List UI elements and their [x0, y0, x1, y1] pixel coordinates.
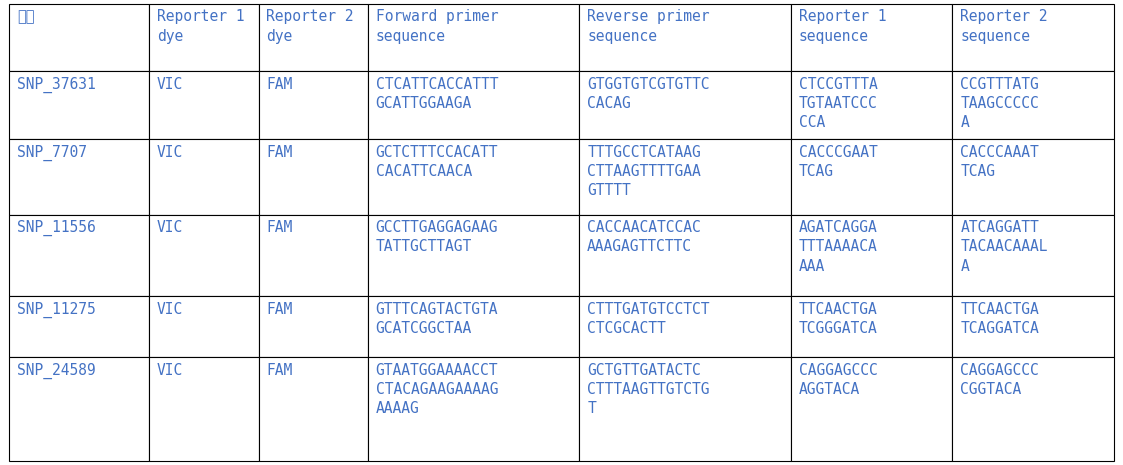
Bar [791, 215, 952, 296]
Bar [149, 72, 258, 139]
Bar [258, 72, 368, 139]
Bar [579, 139, 791, 215]
Bar [579, 296, 791, 357]
Bar [579, 72, 791, 139]
Text: FAM: FAM [266, 363, 293, 378]
Text: GCCTTGAGGAGAAG
TATTGCTTAGT: GCCTTGAGGAGAAG TATTGCTTAGT [376, 220, 499, 254]
Bar [791, 4, 952, 72]
Bar [791, 357, 952, 461]
Text: Reporter 1
dye: Reporter 1 dye [157, 9, 245, 44]
Bar [9, 215, 149, 296]
Text: CCGTTTATG
TAAGCCCCC
A: CCGTTTATG TAAGCCCCC A [960, 77, 1039, 130]
Bar [952, 72, 1114, 139]
Text: FAM: FAM [266, 77, 293, 92]
Bar [258, 139, 368, 215]
Bar [9, 357, 149, 461]
Text: TTTGCCTCATAAG
CTTAAGTTTTGAA
GTTTT: TTTGCCTCATAAG CTTAAGTTTTGAA GTTTT [587, 145, 701, 198]
Bar [258, 4, 368, 72]
Bar [258, 296, 368, 357]
Text: SNP_7707: SNP_7707 [17, 145, 86, 161]
Text: 마커: 마커 [17, 9, 35, 24]
Bar [952, 215, 1114, 296]
Text: VIC: VIC [157, 145, 183, 160]
Text: CACCAACATCCAC
AAAGAGTTCTTC: CACCAACATCCAC AAAGAGTTCTTC [587, 220, 701, 254]
Text: Reporter 2
sequence: Reporter 2 sequence [960, 9, 1048, 44]
Text: SNP_11275: SNP_11275 [17, 302, 95, 318]
Bar [9, 139, 149, 215]
Text: TTCAACTGA
TCAGGATCA: TTCAACTGA TCAGGATCA [960, 302, 1039, 336]
Bar [9, 4, 149, 72]
Bar [579, 357, 791, 461]
Bar [791, 72, 952, 139]
Text: VIC: VIC [157, 220, 183, 235]
Bar [149, 296, 258, 357]
Bar [579, 4, 791, 72]
Text: FAM: FAM [266, 220, 293, 235]
Text: CAGGAGCCC
AGGTACA: CAGGAGCCC AGGTACA [798, 363, 877, 397]
Text: GTAATGGAAAACCT
CTACAGAAGAAAAG
AAAAG: GTAATGGAAAACCT CTACAGAAGAAAAG AAAAG [376, 363, 499, 416]
Text: TTCAACTGA
TCGGGATCA: TTCAACTGA TCGGGATCA [798, 302, 877, 336]
Bar [368, 4, 579, 72]
Text: VIC: VIC [157, 302, 183, 317]
Text: GCTCTTTCCACATT
CACATTCAACA: GCTCTTTCCACATT CACATTCAACA [376, 145, 499, 179]
Text: CAGGAGCCC
CGGTACA: CAGGAGCCC CGGTACA [960, 363, 1039, 397]
Text: Reporter 1
sequence: Reporter 1 sequence [798, 9, 886, 44]
Bar [368, 296, 579, 357]
Bar [952, 296, 1114, 357]
Text: CTCATTCACCATTT
GCATTGGAAGA: CTCATTCACCATTT GCATTGGAAGA [376, 77, 499, 111]
Text: Reporter 2
dye: Reporter 2 dye [266, 9, 354, 44]
Text: SNP_24589: SNP_24589 [17, 363, 95, 379]
Bar [952, 139, 1114, 215]
Bar [9, 72, 149, 139]
Text: CACCCAAAT
TCAG: CACCCAAAT TCAG [960, 145, 1039, 179]
Bar [791, 296, 952, 357]
Bar [368, 139, 579, 215]
Bar [149, 357, 258, 461]
Bar [9, 296, 149, 357]
Bar [952, 4, 1114, 72]
Bar [149, 139, 258, 215]
Bar [258, 357, 368, 461]
Text: VIC: VIC [157, 363, 183, 378]
Bar [952, 357, 1114, 461]
Bar [368, 215, 579, 296]
Text: FAM: FAM [266, 145, 293, 160]
Bar [579, 215, 791, 296]
Text: CACCCGAAT
TCAG: CACCCGAAT TCAG [798, 145, 877, 179]
Text: ATCAGGATT
TACAACAAAL
A: ATCAGGATT TACAACAAAL A [960, 220, 1048, 273]
Bar [258, 215, 368, 296]
Text: VIC: VIC [157, 77, 183, 92]
Text: FAM: FAM [266, 302, 293, 317]
Text: Forward primer
sequence: Forward primer sequence [376, 9, 499, 44]
Text: CTTTGATGTCCTCT
CTCGCACTT: CTTTGATGTCCTCT CTCGCACTT [587, 302, 710, 336]
Text: GCTGTTGATACTC
CTTTAAGTTGTCTG
T: GCTGTTGATACTC CTTTAAGTTGTCTG T [587, 363, 710, 416]
Text: CTCCGTTTA
TGTAATCCC
CCA: CTCCGTTTA TGTAATCCC CCA [798, 77, 877, 130]
Bar [368, 72, 579, 139]
Bar [791, 139, 952, 215]
Text: GTGGTGTCGTGTTC
CACAG: GTGGTGTCGTGTTC CACAG [587, 77, 710, 111]
Bar [368, 357, 579, 461]
Bar [149, 215, 258, 296]
Text: SNP_11556: SNP_11556 [17, 220, 95, 236]
Text: GTTTCAGTACTGTA
GCATCGGCTAA: GTTTCAGTACTGTA GCATCGGCTAA [376, 302, 499, 336]
Text: Reverse primer
sequence: Reverse primer sequence [587, 9, 710, 44]
Text: SNP_37631: SNP_37631 [17, 77, 95, 93]
Bar [149, 4, 258, 72]
Text: AGATCAGGA
TTTAAAACA
AAA: AGATCAGGA TTTAAAACA AAA [798, 220, 877, 273]
